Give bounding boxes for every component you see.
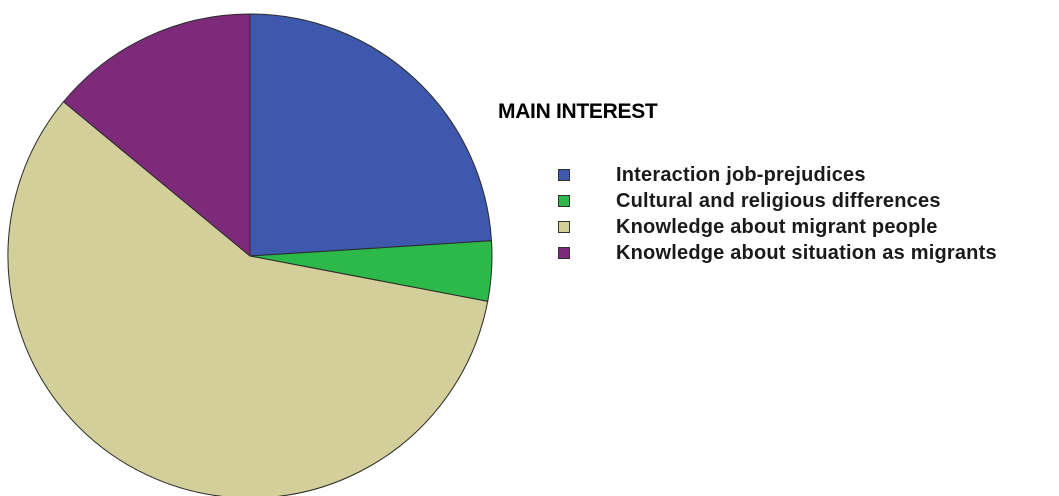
legend-title: MAIN INTEREST bbox=[498, 100, 658, 123]
legend-list: Interaction job-prejudices Cultural and … bbox=[498, 162, 997, 266]
pie-slice-knowledge-migrant-people bbox=[7, 101, 489, 496]
legend-swatch-knowledge-situation-migrants bbox=[558, 247, 570, 259]
pie-chart bbox=[7, 13, 493, 496]
legend-swatch-knowledge-migrant-people bbox=[558, 221, 570, 233]
legend-item-knowledge-migrant-people: Knowledge about migrant people bbox=[558, 214, 997, 240]
legend-label-knowledge-situation-migrants: Knowledge about situation as migrants bbox=[616, 241, 997, 264]
legend-swatch-cultural-religious-differences bbox=[558, 195, 570, 207]
pie-slice-interaction-job-prejudices bbox=[249, 13, 493, 257]
legend-item-cultural-religious-differences: Cultural and religious differences bbox=[558, 188, 997, 214]
legend-label-knowledge-migrant-people: Knowledge about migrant people bbox=[616, 215, 938, 238]
pie-slice-knowledge-situation-migrants bbox=[63, 13, 251, 257]
legend: MAIN INTEREST Interaction job-prejudices… bbox=[498, 100, 997, 266]
legend-label-cultural-religious-differences: Cultural and religious differences bbox=[616, 189, 941, 212]
legend-item-knowledge-situation-migrants: Knowledge about situation as migrants bbox=[558, 240, 997, 266]
legend-swatch-interaction-job-prejudices bbox=[558, 169, 570, 181]
legend-label-interaction-job-prejudices: Interaction job-prejudices bbox=[616, 163, 866, 186]
legend-item-interaction-job-prejudices: Interaction job-prejudices bbox=[558, 162, 997, 188]
